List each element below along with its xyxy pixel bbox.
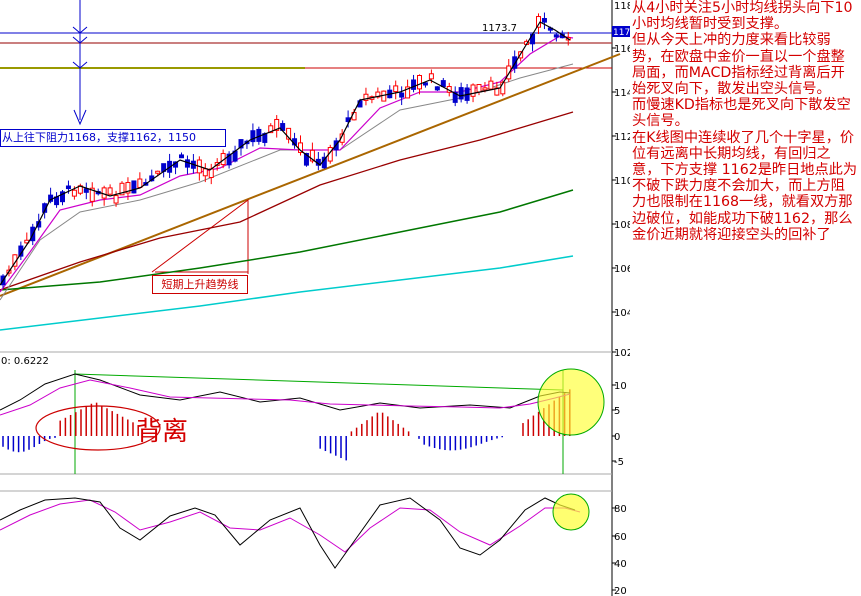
candle-body xyxy=(417,74,422,90)
candle-body xyxy=(131,180,137,194)
macd-highlight-circle xyxy=(537,368,605,436)
candle-body xyxy=(125,182,131,194)
price-tick-label: 110 xyxy=(614,176,630,187)
chart-labels: 1173.7 0: 0.6222 背离 xyxy=(1,23,517,447)
candle-body xyxy=(470,84,476,97)
price-panel: 116 114 112 110 108 106 104 102 118 117 xyxy=(0,0,630,596)
candle-body xyxy=(65,185,71,190)
kd-panel: 80 60 40 20 xyxy=(0,493,627,596)
price-tick-label: 104 xyxy=(614,308,630,319)
macd-dea-line xyxy=(0,379,571,416)
macd-tick-label: 10 xyxy=(614,381,627,392)
candle-body xyxy=(274,118,280,131)
candle-body xyxy=(179,154,184,159)
arrow-tick-1 xyxy=(72,36,88,44)
ma120-line xyxy=(0,189,574,291)
candle-body xyxy=(494,87,500,96)
candle-body xyxy=(411,79,417,90)
candle-body xyxy=(476,84,482,93)
macd-header-label: 0: 0.6222 xyxy=(1,356,49,367)
candle-body xyxy=(202,168,208,177)
commentary-paragraph-4: 在K线图中连续收了几个十字星，价位有远离中长期均线，有回归之意，下方支撑 116… xyxy=(632,129,858,243)
kd-highlight-circle xyxy=(552,493,590,531)
analysis-commentary: 从4小时关注5小时均线拐头向下10小时均线暂时受到支撑。 但从今天上冲的力度来看… xyxy=(632,0,858,243)
candle-body xyxy=(405,86,411,99)
candle-body xyxy=(482,87,488,91)
candle-body xyxy=(303,152,309,166)
candle-body xyxy=(89,187,95,202)
candle-body xyxy=(422,82,428,86)
price-tick-label: 108 xyxy=(614,220,630,231)
kd-d-line xyxy=(0,499,581,553)
candle-body xyxy=(113,195,119,204)
ma5-line xyxy=(0,21,571,286)
macd-dif-line xyxy=(0,373,571,411)
candle-body xyxy=(60,191,65,203)
kd-tick-label: 40 xyxy=(614,559,627,570)
price-chart: 116 114 112 110 108 106 104 102 118 117 10 5 0 -5 80… xyxy=(0,0,630,596)
commentary-paragraph-2: 但从今天上冲的力度来看比较弱势，在欧盘中金价一直以一个盘整局面，而MACD指标经… xyxy=(632,32,845,98)
price-tick-label: 102 xyxy=(614,348,630,359)
divergence-line xyxy=(74,373,564,391)
candle-body xyxy=(83,188,89,193)
price-tick-label: 116 xyxy=(614,44,630,55)
candle-body xyxy=(107,187,113,195)
candle-body xyxy=(119,182,125,196)
candle-body xyxy=(488,80,494,90)
commentary-paragraph-3: 而慢速KD指标也是死叉向下散发空头信号。 xyxy=(632,97,851,130)
kd-tick-label: 60 xyxy=(614,532,627,543)
high-price-label: 1173.7 xyxy=(482,23,517,34)
candle-body xyxy=(238,139,244,149)
candle-body xyxy=(226,153,232,166)
price-tag-box xyxy=(612,26,630,37)
divergence-label: 背离 xyxy=(136,417,188,447)
price-tick-label: 106 xyxy=(614,264,630,275)
price-tag-label: 117 xyxy=(613,28,630,38)
price-tick-label: 114 xyxy=(614,88,630,99)
candle-body xyxy=(268,125,274,134)
trendline-annotation: 短期上升趋势线 xyxy=(152,275,248,294)
candle-body xyxy=(434,86,440,91)
candle-body xyxy=(399,92,405,98)
candle-body xyxy=(250,130,256,143)
ma250-line xyxy=(0,255,574,331)
candle-body xyxy=(541,18,547,23)
macd-tick-label: -5 xyxy=(614,457,624,468)
macd-panel: 10 5 0 -5 xyxy=(0,368,627,474)
candle-body xyxy=(339,133,345,143)
resistance-support-annotation: 从上往下阻力1168，支撑1162，1150 xyxy=(0,129,226,147)
candle-body xyxy=(137,178,143,188)
kd-k-line xyxy=(0,497,576,569)
arrow-tick-0 xyxy=(72,26,88,34)
candle-body xyxy=(286,127,292,140)
candle-body xyxy=(155,170,161,174)
commentary-paragraph-1: 从4小时关注5小时均线拐头向下10小时均线暂时受到支撑。 xyxy=(632,0,853,33)
arrow-head xyxy=(73,109,87,126)
kd-tick-label: 80 xyxy=(614,504,627,515)
trend-annotation-lines xyxy=(151,199,249,274)
ma20-line xyxy=(0,63,574,301)
candle-body xyxy=(452,91,458,103)
candle-body xyxy=(512,56,518,69)
price-tick-label: 112 xyxy=(614,132,630,143)
candle-body xyxy=(440,80,446,88)
candle-body xyxy=(363,93,369,101)
trend-line xyxy=(0,53,621,297)
divergence-circle xyxy=(35,405,161,451)
arrow-tick-2 xyxy=(72,61,88,69)
candle-body xyxy=(553,34,559,38)
candle-body xyxy=(71,189,77,197)
candle-body xyxy=(458,87,464,100)
macd-tick-label: 0 xyxy=(614,432,620,443)
ma60-line xyxy=(0,111,574,291)
candle-body xyxy=(428,73,434,80)
price-tick-label-top: 118 xyxy=(614,1,630,12)
candle-body xyxy=(393,85,399,93)
macd-tick-label: 5 xyxy=(614,406,620,417)
candle-body xyxy=(309,149,315,162)
kd-tick-label: 20 xyxy=(614,586,627,596)
